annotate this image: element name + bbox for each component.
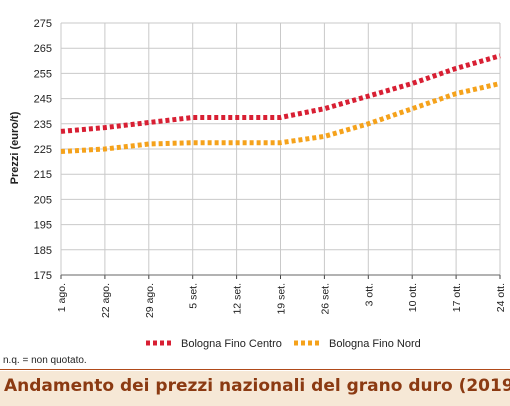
footnote: n.q. = non quotato. (3, 355, 87, 366)
x-tick-label: 3 ott. (363, 283, 375, 306)
x-tick-label: 12 set. (232, 283, 244, 315)
axis-layer (60, 274, 501, 279)
y-tick-label: 235 (34, 119, 52, 131)
x-tick-label: 26 set. (319, 283, 331, 315)
x-tick-label: 17 ott. (451, 283, 463, 312)
y-tick-label: 225 (34, 144, 52, 156)
legend-label: Bologna Fino Nord (329, 338, 421, 350)
y-tick-label: 265 (34, 43, 52, 55)
x-tick-label: 5 set. (188, 283, 200, 309)
y-tick-label: 185 (34, 245, 52, 257)
y-tick-label: 195 (34, 220, 52, 232)
footer-divider (0, 369, 510, 370)
x-tick-label: 29 ago. (144, 283, 156, 318)
y-tick-label: 245 (34, 94, 52, 106)
x-tick-label: 24 ott. (495, 283, 507, 312)
y-tick-label: 205 (34, 194, 52, 206)
footer-band: Andamento dei prezzi nazionali del grano… (0, 371, 510, 406)
chart-caption: Andamento dei prezzi nazionali del grano… (4, 376, 510, 396)
line-chart: 175 185 195 205 215 225 235 245 255 265 275 1 ago. 2… (9, 18, 507, 350)
y-tick-label: 175 (34, 270, 52, 282)
y-axis-label: Prezzi (euro/t) (9, 111, 21, 184)
y-tick-label: 215 (34, 169, 52, 181)
x-tick-label: 22 ago. (100, 283, 112, 318)
tick-layer: 175 185 195 205 215 225 235 245 255 265 275 1 ago. 2… (34, 18, 507, 318)
series-line-1 (60, 53, 501, 134)
series-layer (60, 53, 501, 154)
legend-label: Bologna Fino Centro (181, 338, 282, 350)
x-tick-label: 10 ott. (407, 283, 419, 312)
legend: Bologna Fino Centro Bologna Fino Nord (146, 338, 421, 350)
x-tick-label: 1 ago. (56, 283, 68, 312)
x-tick-label: 19 set. (276, 283, 288, 315)
series-line-2 (60, 81, 501, 154)
y-tick-label: 255 (34, 68, 52, 80)
y-tick-label: 275 (34, 18, 52, 30)
